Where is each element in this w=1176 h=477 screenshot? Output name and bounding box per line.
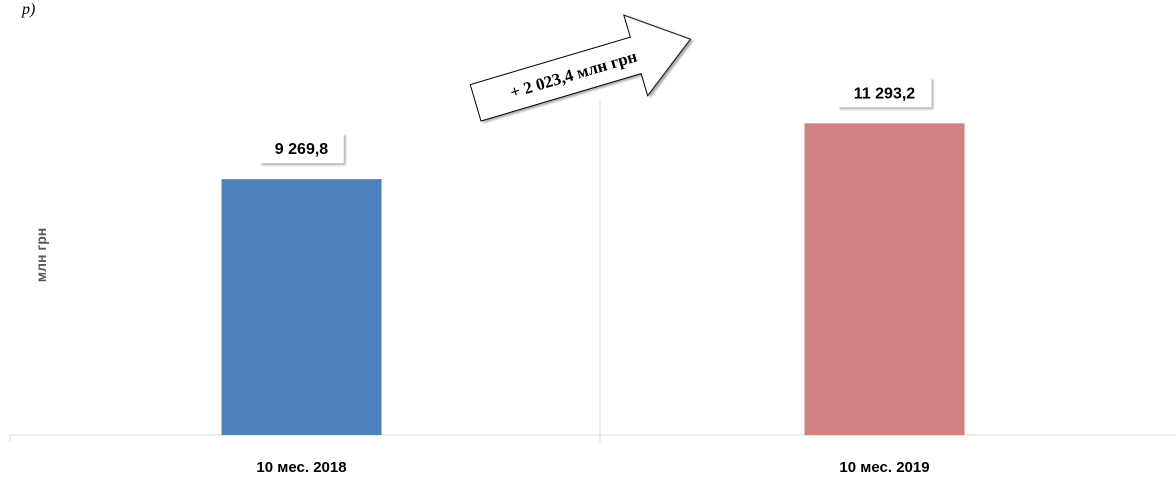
x-tick-label-1: 10 мес. 2018 (256, 459, 346, 476)
bars-layer: 9 269,8 10 мес. 2018 11 293,2 10 мес. 2019 (221, 77, 965, 476)
data-label-box-2 (837, 77, 932, 108)
bar-2 (804, 123, 965, 435)
growth-arrow: + 2 023,4 млн грн (469, 14, 692, 122)
y-axis-label: млн грн (33, 228, 49, 282)
growth-arrow-shape (469, 14, 692, 122)
corner-text-fragment: p) (21, 1, 35, 18)
bar-1 (221, 179, 382, 435)
x-tick-label-2: 10 мес. 2019 (839, 459, 929, 476)
data-label-1: 9 269,8 (275, 141, 328, 158)
data-label-box-1 (259, 133, 344, 164)
data-label-2: 11 293,2 (854, 85, 916, 102)
